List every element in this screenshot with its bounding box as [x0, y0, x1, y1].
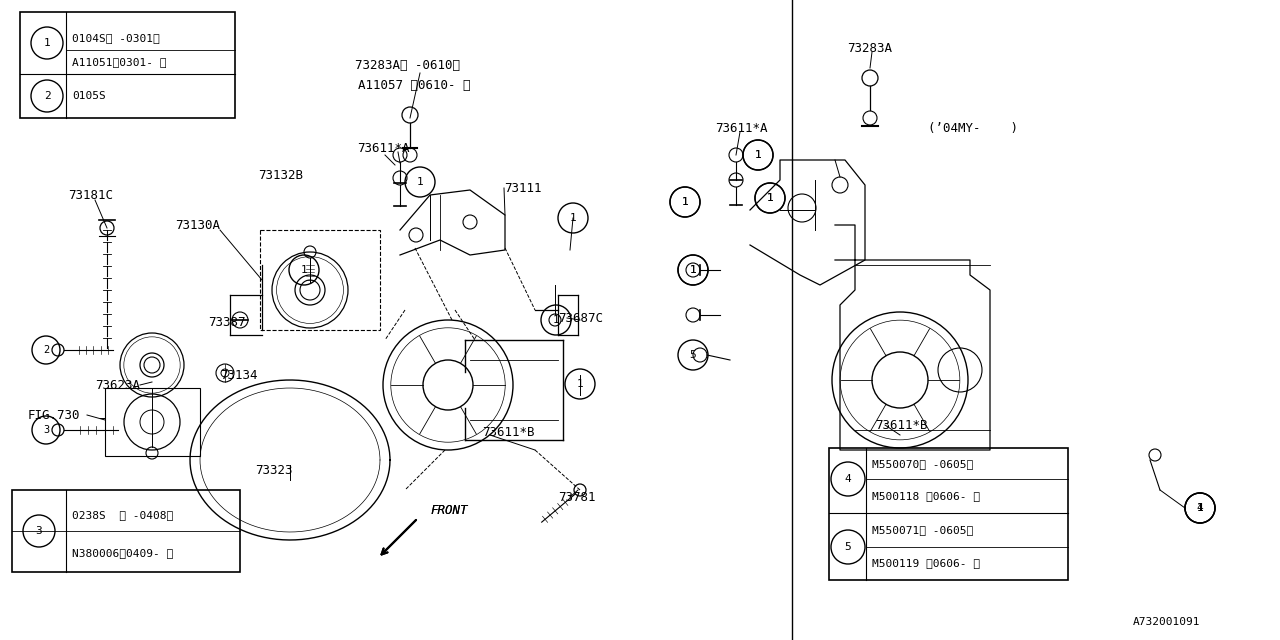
Text: 0104S〈 -0301〉: 0104S〈 -0301〉: [72, 33, 160, 43]
Text: 1: 1: [1197, 503, 1203, 513]
Text: FRONT: FRONT: [430, 504, 467, 516]
Text: 1: 1: [755, 150, 762, 160]
Text: 73611*A: 73611*A: [357, 141, 410, 154]
Text: M550071〈 -0605〉: M550071〈 -0605〉: [872, 525, 973, 535]
Text: 3: 3: [42, 425, 49, 435]
Text: 73323: 73323: [255, 463, 293, 477]
Text: 0105S: 0105S: [72, 91, 106, 101]
Text: M500119 〈0606- 〉: M500119 〈0606- 〉: [872, 558, 980, 568]
Text: 1: 1: [576, 379, 584, 389]
Text: M550070〈 -0605〉: M550070〈 -0605〉: [872, 459, 973, 469]
Text: 0238S  〈 -0408〉: 0238S 〈 -0408〉: [72, 510, 173, 520]
Bar: [105, 388, 200, 456]
Bar: [260, 230, 380, 330]
Text: 73611*A: 73611*A: [716, 122, 768, 134]
Text: 73130A: 73130A: [175, 218, 220, 232]
Text: 1: 1: [682, 197, 689, 207]
Text: 1: 1: [767, 193, 773, 203]
Text: 73611*B: 73611*B: [876, 419, 928, 431]
Text: 1: 1: [301, 265, 307, 275]
Text: 5: 5: [845, 542, 851, 552]
Text: 73781: 73781: [558, 490, 595, 504]
Text: 73134: 73134: [220, 369, 257, 381]
Text: 73111: 73111: [504, 182, 541, 195]
Text: 1: 1: [690, 265, 696, 275]
Text: 73611*B: 73611*B: [483, 426, 535, 438]
Text: 2: 2: [42, 345, 49, 355]
Text: 1: 1: [553, 315, 559, 325]
Text: 1: 1: [1197, 503, 1203, 513]
Text: FRONT: FRONT: [430, 504, 467, 516]
Text: A11051〈0301- 〉: A11051〈0301- 〉: [72, 57, 166, 67]
Text: 1: 1: [690, 265, 696, 275]
Text: 73283A: 73283A: [847, 42, 892, 54]
Text: A732001091: A732001091: [1133, 617, 1201, 627]
Text: 1: 1: [767, 193, 773, 203]
Text: 73623A: 73623A: [95, 378, 140, 392]
Text: 73181C: 73181C: [68, 189, 113, 202]
Text: 5: 5: [690, 350, 696, 360]
Text: 1: 1: [682, 197, 689, 207]
Text: 73687C: 73687C: [558, 312, 603, 324]
Text: FIG.730: FIG.730: [28, 408, 81, 422]
Bar: [12, 490, 241, 572]
Text: (’04MY-    ): (’04MY- ): [928, 122, 1018, 134]
Bar: [829, 448, 1068, 580]
Bar: [20, 12, 236, 118]
Text: 4: 4: [845, 474, 851, 484]
Text: 3: 3: [36, 526, 42, 536]
Text: 1: 1: [416, 177, 424, 187]
Text: 73283A〈 -0610〉: 73283A〈 -0610〉: [355, 58, 460, 72]
Text: 1: 1: [755, 150, 762, 160]
Text: 73387: 73387: [209, 316, 246, 328]
Text: 73132B: 73132B: [259, 168, 303, 182]
Text: A11057 〈0610- 〉: A11057 〈0610- 〉: [358, 79, 471, 92]
Text: M500118 〈0606- 〉: M500118 〈0606- 〉: [872, 491, 980, 501]
Text: 1: 1: [44, 38, 50, 48]
Text: 2: 2: [44, 91, 50, 101]
Text: 1: 1: [570, 213, 576, 223]
Text: N380006〈0409- 〉: N380006〈0409- 〉: [72, 548, 173, 558]
Text: 4: 4: [1197, 503, 1203, 513]
